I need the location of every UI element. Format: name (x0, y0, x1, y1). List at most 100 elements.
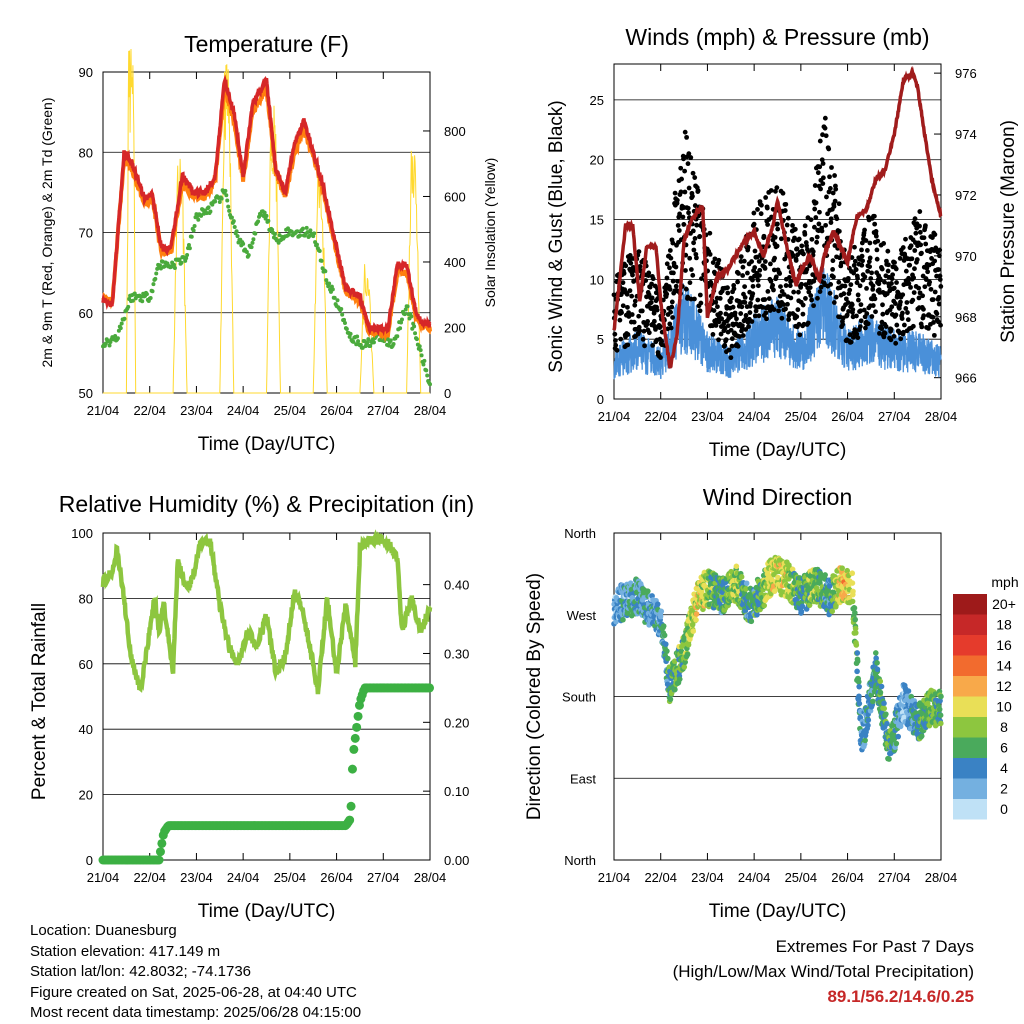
gust-point (650, 276, 656, 282)
gust-point (681, 222, 687, 227)
dewpoint-point (412, 324, 417, 329)
y-tick-label: 5 (597, 332, 604, 347)
gust-point (737, 334, 742, 339)
gust-point (932, 289, 938, 295)
gust-point (678, 165, 684, 171)
precip-point (352, 722, 362, 732)
pressure-series-line (612, 65, 943, 369)
x-tick-label: 24/04 (227, 870, 260, 885)
gust-point (858, 302, 864, 308)
gust-point (853, 267, 859, 273)
legend-label: 8 (1000, 719, 1008, 735)
gust-point (729, 295, 734, 301)
dewpoint-point (409, 314, 414, 319)
extremes-subtitle: (High/Low/Max Wind/Total Precipitation) (672, 962, 974, 981)
direction-point (844, 567, 850, 574)
gust-point (739, 323, 745, 329)
direction-point (881, 705, 887, 712)
gust-point (796, 289, 801, 295)
gust-point (926, 325, 931, 331)
temp-2m-series-line (101, 74, 432, 337)
direction-point (645, 588, 651, 594)
gust-point (651, 310, 657, 316)
gust-point (738, 254, 744, 260)
gust-point (903, 236, 908, 242)
gust-point (858, 318, 864, 324)
direction-point (856, 683, 862, 690)
dewpoint-point (253, 231, 258, 236)
gust-point (898, 336, 904, 342)
gust-point (749, 319, 755, 324)
gust-point (619, 310, 624, 316)
dewpoint-point (246, 253, 251, 258)
direction-point (743, 586, 749, 592)
gust-point (734, 316, 739, 322)
direction-point (852, 616, 859, 623)
gust-point (807, 285, 813, 290)
gust-point (730, 304, 736, 310)
station-info: Location: Duanesburg Station elevation: … (30, 921, 361, 1024)
gust-point (645, 318, 651, 324)
gust-point (907, 262, 913, 268)
dewpoint-point (391, 342, 396, 347)
dewpoint-point (185, 253, 190, 258)
gust-point (913, 230, 919, 236)
gust-point (794, 314, 800, 320)
precip-point (154, 855, 164, 865)
gust-point (891, 285, 897, 291)
dewpoint-point (234, 229, 239, 234)
legend-label: 0 (1000, 801, 1008, 817)
gust-point (752, 265, 758, 270)
gust-point (740, 333, 746, 338)
gust-point (847, 287, 853, 293)
gust-point (823, 133, 829, 139)
gust-point (936, 267, 941, 272)
x-tick-label: 27/04 (878, 409, 911, 424)
direction-point (853, 642, 860, 648)
direction-point (662, 641, 669, 647)
gust-point (845, 300, 851, 305)
gust-point (932, 232, 938, 237)
gust-point (729, 343, 735, 349)
x-tick-label: 22/04 (644, 870, 677, 885)
direction-point (874, 660, 880, 666)
x-tick-label: 27/04 (878, 870, 911, 885)
dewpoint-point (122, 316, 127, 321)
dewpoint-point (172, 265, 177, 270)
gust-point (780, 190, 786, 196)
direction-point (849, 570, 856, 577)
direction-point (936, 706, 943, 713)
direction-point (877, 678, 884, 685)
gust-point (756, 313, 762, 319)
gust-point (627, 288, 633, 294)
dewpoint-point (119, 321, 124, 326)
gust-point (832, 173, 837, 178)
y-tick-label: West (567, 608, 597, 623)
gust-point (791, 289, 797, 295)
direction-point (761, 602, 768, 609)
chart-panel-4: Wind Direction Time (Day/UTC) 21/04 22/04 23… (524, 484, 1019, 922)
gust-point (790, 252, 796, 258)
gust-point (859, 240, 865, 246)
y-tick-label: 60 (79, 657, 93, 672)
gust-point (694, 222, 700, 228)
gust-point (792, 235, 797, 241)
gust-point (667, 248, 673, 253)
dewpoint-point (277, 233, 282, 238)
x-tick-label: 26/04 (831, 409, 864, 424)
legend-label: 20+ (992, 596, 1016, 612)
direction-point (938, 693, 944, 700)
gust-point (751, 210, 757, 216)
gust-point (820, 132, 825, 138)
gust-point (856, 297, 861, 303)
gust-point (873, 229, 879, 234)
gust-point (667, 321, 673, 327)
gust-point (833, 294, 839, 300)
y-tick-label: 20 (590, 153, 604, 168)
gust-point (889, 281, 894, 286)
dewpoint-point (151, 282, 156, 287)
gust-point (777, 271, 783, 276)
dewpoint-point (366, 337, 371, 342)
dewpoint-point (208, 209, 213, 214)
dewpoint-point (266, 218, 271, 223)
